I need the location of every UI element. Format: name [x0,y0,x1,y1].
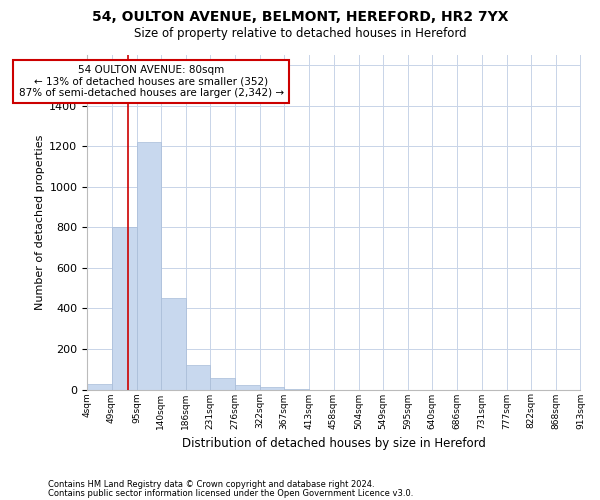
Bar [211,378,235,390]
Bar [186,365,211,390]
Text: Contains public sector information licensed under the Open Government Licence v3: Contains public sector information licen… [48,488,413,498]
Bar [235,386,260,390]
Text: 54, OULTON AVENUE, BELMONT, HEREFORD, HR2 7YX: 54, OULTON AVENUE, BELMONT, HEREFORD, HR… [92,10,508,24]
Y-axis label: Number of detached properties: Number of detached properties [35,134,45,310]
Text: Size of property relative to detached houses in Hereford: Size of property relative to detached ho… [134,28,466,40]
Bar [112,228,137,390]
Bar [161,298,186,390]
Bar [137,142,161,390]
Bar [284,388,309,390]
Text: Contains HM Land Registry data © Crown copyright and database right 2024.: Contains HM Land Registry data © Crown c… [48,480,374,489]
Bar [87,384,112,390]
Text: 54 OULTON AVENUE: 80sqm
← 13% of detached houses are smaller (352)
87% of semi-d: 54 OULTON AVENUE: 80sqm ← 13% of detache… [19,65,284,98]
X-axis label: Distribution of detached houses by size in Hereford: Distribution of detached houses by size … [182,437,486,450]
Bar [260,387,284,390]
